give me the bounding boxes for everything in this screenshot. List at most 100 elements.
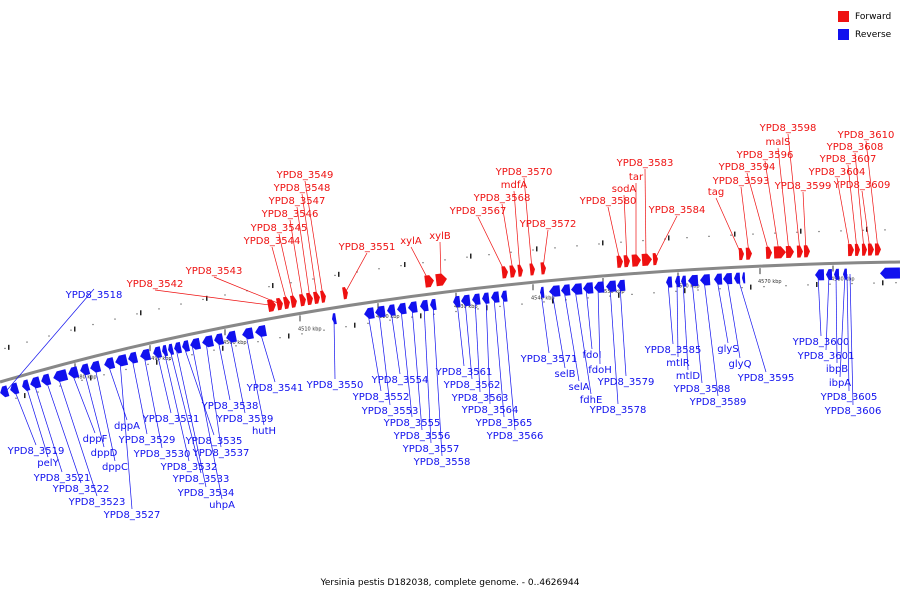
gene-label: mdfA bbox=[501, 180, 528, 191]
leader-line bbox=[456, 301, 465, 367]
leader-line bbox=[861, 190, 871, 250]
leader-line bbox=[119, 361, 133, 510]
gene-label: YPD8_3546 bbox=[261, 209, 319, 220]
reverse-gene bbox=[540, 286, 545, 298]
forward-swatch bbox=[838, 11, 849, 22]
reverse-gene bbox=[688, 274, 699, 287]
gene-label: YPD8_3518 bbox=[65, 290, 123, 301]
guide-dot bbox=[488, 254, 490, 256]
guide-dot bbox=[411, 316, 413, 318]
gene-label: YPD8_3588 bbox=[673, 384, 731, 395]
guide-mark bbox=[338, 271, 340, 277]
guide-dot bbox=[444, 259, 446, 261]
guide-dot bbox=[620, 241, 622, 243]
reverse-gene bbox=[332, 313, 337, 325]
guide-mark bbox=[618, 292, 620, 298]
reverse-gene bbox=[226, 330, 237, 343]
gene-features bbox=[0, 243, 900, 398]
leader-line bbox=[501, 203, 514, 272]
reverse-gene bbox=[202, 335, 214, 348]
leader-line bbox=[585, 288, 593, 350]
leader-line bbox=[333, 318, 336, 380]
gene-label: YPD8_3519 bbox=[7, 446, 65, 457]
guide-dot bbox=[895, 282, 897, 284]
reverse-gene bbox=[242, 327, 254, 340]
forward-gene bbox=[299, 293, 306, 307]
reverse-gene bbox=[90, 360, 102, 373]
guide-mark bbox=[684, 288, 686, 294]
gene-label: YPD8_3584 bbox=[648, 205, 706, 216]
gene-label: YPD8_3563 bbox=[451, 393, 509, 404]
guide-dot bbox=[356, 271, 358, 273]
guide-dot bbox=[752, 233, 754, 235]
gene-label: YPD8_3545 bbox=[250, 223, 308, 234]
gene-label: YPD8_3589 bbox=[689, 397, 747, 408]
forward-gene bbox=[861, 243, 867, 256]
guide-dot bbox=[543, 301, 545, 303]
gene-label: YPD8_3542 bbox=[126, 279, 184, 290]
forward-gene bbox=[854, 243, 860, 256]
leader-line bbox=[502, 296, 516, 431]
guide-dot bbox=[202, 298, 204, 301]
leader-line bbox=[5, 288, 95, 392]
guide-mark bbox=[882, 280, 884, 286]
leader-line bbox=[131, 358, 148, 435]
strand-guide-lines bbox=[4, 226, 897, 399]
leader-line bbox=[245, 334, 265, 426]
reverse-gene bbox=[153, 346, 163, 358]
forward-gene bbox=[306, 292, 313, 306]
gene-label: xylA bbox=[400, 236, 422, 247]
guide-dot bbox=[224, 294, 226, 296]
guide-dot bbox=[466, 256, 468, 258]
gene-label: fdoI bbox=[583, 350, 602, 361]
leader-line bbox=[183, 346, 215, 436]
guide-dot bbox=[345, 326, 347, 328]
guide-mark bbox=[222, 345, 224, 351]
leader-line bbox=[865, 140, 879, 250]
leader-line bbox=[644, 168, 647, 260]
leader-line bbox=[304, 180, 324, 297]
guide-dot bbox=[873, 282, 875, 284]
guide-mark bbox=[74, 326, 76, 332]
reverse-gene bbox=[617, 279, 626, 292]
leader-line bbox=[846, 274, 850, 392]
gene-label: sodA bbox=[612, 184, 637, 195]
leader-line bbox=[835, 274, 838, 364]
forward-gene bbox=[342, 287, 348, 300]
gene-label: YPD8_3529 bbox=[118, 435, 176, 446]
guide-dot bbox=[400, 265, 402, 267]
legend-reverse-label: Reverse bbox=[855, 29, 892, 40]
guide-mark bbox=[536, 246, 538, 252]
forward-gene bbox=[745, 247, 752, 260]
guide-dot bbox=[70, 329, 72, 331]
leader-line bbox=[691, 280, 703, 384]
reverse-gene bbox=[843, 268, 848, 280]
leader-line bbox=[817, 274, 822, 337]
reverse-gene bbox=[80, 363, 91, 376]
gene-label: YPD8_3585 bbox=[644, 345, 702, 356]
leader-line bbox=[278, 233, 295, 302]
gene-label: YPD8_3537 bbox=[192, 448, 250, 459]
gene-label: YPD8_3555 bbox=[383, 418, 441, 429]
reverse-gene bbox=[128, 351, 139, 364]
forward-gene bbox=[509, 265, 516, 278]
leader-line bbox=[33, 383, 63, 473]
reverse-gene bbox=[408, 301, 418, 313]
guide-dot bbox=[554, 247, 556, 249]
gene-label: dppC bbox=[102, 462, 128, 473]
gene-label: tar bbox=[629, 172, 644, 183]
reverse-gene bbox=[430, 298, 437, 311]
guide-mark bbox=[420, 313, 422, 319]
leader-line bbox=[764, 160, 780, 253]
leader-line bbox=[703, 279, 719, 397]
leader-line bbox=[143, 355, 163, 449]
gene-label: YPD8_3551 bbox=[338, 242, 396, 253]
tick-label: 4480 kbp bbox=[73, 374, 97, 380]
forward-gene bbox=[529, 263, 535, 276]
leader-line bbox=[271, 246, 288, 303]
guide-dot bbox=[532, 249, 534, 251]
guide-dot bbox=[653, 292, 655, 294]
leader-line bbox=[71, 372, 96, 434]
gene-label: YPD8_3572 bbox=[519, 219, 577, 230]
gene-label: YPD8_3548 bbox=[273, 183, 331, 194]
